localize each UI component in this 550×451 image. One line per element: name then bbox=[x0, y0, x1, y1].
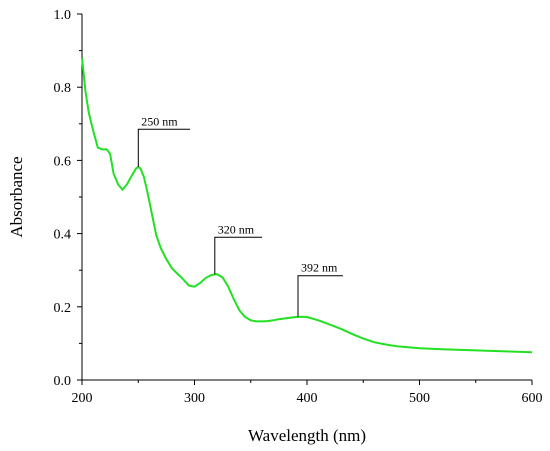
peak-label: 250 nm bbox=[141, 114, 178, 128]
x-tick-label: 600 bbox=[522, 391, 543, 406]
absorbance-line bbox=[81, 57, 533, 354]
peak-marker bbox=[297, 275, 343, 317]
x-tick-label: 200 bbox=[72, 391, 93, 406]
peak-label: 320 nm bbox=[218, 222, 255, 236]
y-tick-label: 1.0 bbox=[54, 8, 72, 23]
axes bbox=[81, 14, 532, 381]
tick-labels: 200 300 400 500 600 0.0 0.2 0.4 0.6 0.8 1.0 bbox=[54, 8, 543, 406]
x-axis-title: Wavelength (nm) bbox=[248, 426, 366, 445]
y-axis-title: Absorbance bbox=[7, 156, 26, 237]
ticks bbox=[77, 13, 533, 385]
y-tick-label: 0.4 bbox=[54, 228, 72, 243]
x-tick-label: 400 bbox=[297, 391, 318, 406]
peak-marker bbox=[214, 236, 262, 275]
x-tick-label: 500 bbox=[409, 391, 430, 406]
peak-label: 392 nm bbox=[301, 261, 338, 275]
annotations: 250 nm 320 nm 392 nm bbox=[137, 114, 343, 317]
peak-marker bbox=[137, 128, 190, 167]
y-tick-label: 0.0 bbox=[54, 374, 72, 389]
x-tick-label: 300 bbox=[184, 391, 205, 406]
series bbox=[81, 57, 533, 354]
y-tick-label: 0.6 bbox=[54, 154, 72, 169]
y-tick-label: 0.8 bbox=[54, 81, 72, 96]
y-tick-label: 0.2 bbox=[54, 301, 72, 316]
